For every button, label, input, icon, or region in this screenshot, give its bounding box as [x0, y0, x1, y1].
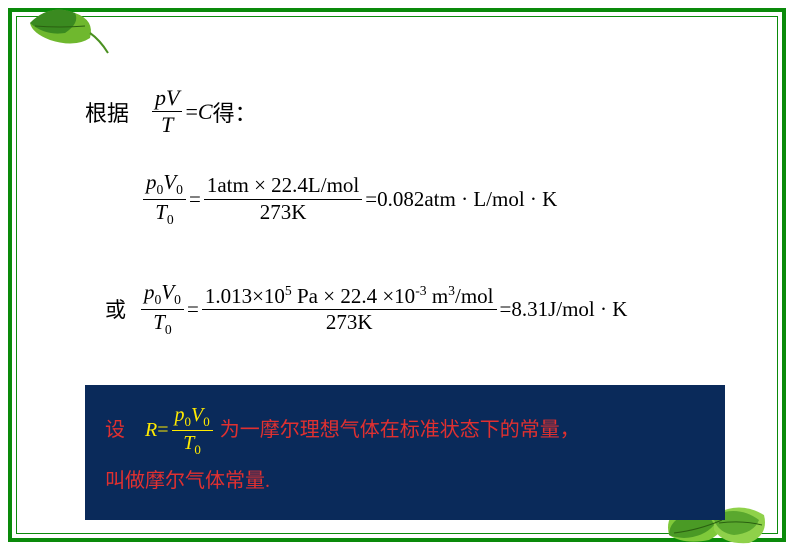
- equation-line-2: p0V0 T0 = 1atm × 22.4L/mol 273K = 0.082a…: [140, 170, 557, 228]
- content-area: 根据 pV T = C 得： p0V0 T0 = 1atm × 22.4L/mo…: [30, 30, 764, 520]
- line1-fraction: pV T: [152, 85, 182, 139]
- equation-line-3: 或 p0V0 T0 = 1.013×105 Pa × 22.4 ×10-3 m3…: [105, 280, 627, 338]
- line2-lhs: p0V0 T0: [143, 170, 186, 228]
- line2-result: 0.082atm · L/mol · K: [377, 187, 557, 212]
- line3-rhs-frac: 1.013×105 Pa × 22.4 ×10-3 m3/mol 273K: [202, 283, 497, 335]
- line2-rhs-frac: 1atm × 22.4L/mol 273K: [204, 173, 362, 224]
- box-line-1: 设 R = p0V0 T0 为一摩尔理想气体在标准状态下的常量，: [105, 403, 705, 457]
- definition-box: 设 R = p0V0 T0 为一摩尔理想气体在标准状态下的常量， 叫做摩尔气体常…: [85, 385, 725, 520]
- line1-prefix: 根据: [85, 96, 129, 128]
- box-line-2: 叫做摩尔气体常量.: [105, 467, 705, 495]
- line3-result: 8.31J/mol · K: [511, 297, 627, 322]
- line3-lhs: p0V0 T0: [141, 280, 184, 338]
- box-r: R: [145, 416, 157, 444]
- box-fraction: p0V0 T0: [172, 403, 213, 457]
- equation-line-1: 根据 pV T = C 得：: [85, 85, 257, 139]
